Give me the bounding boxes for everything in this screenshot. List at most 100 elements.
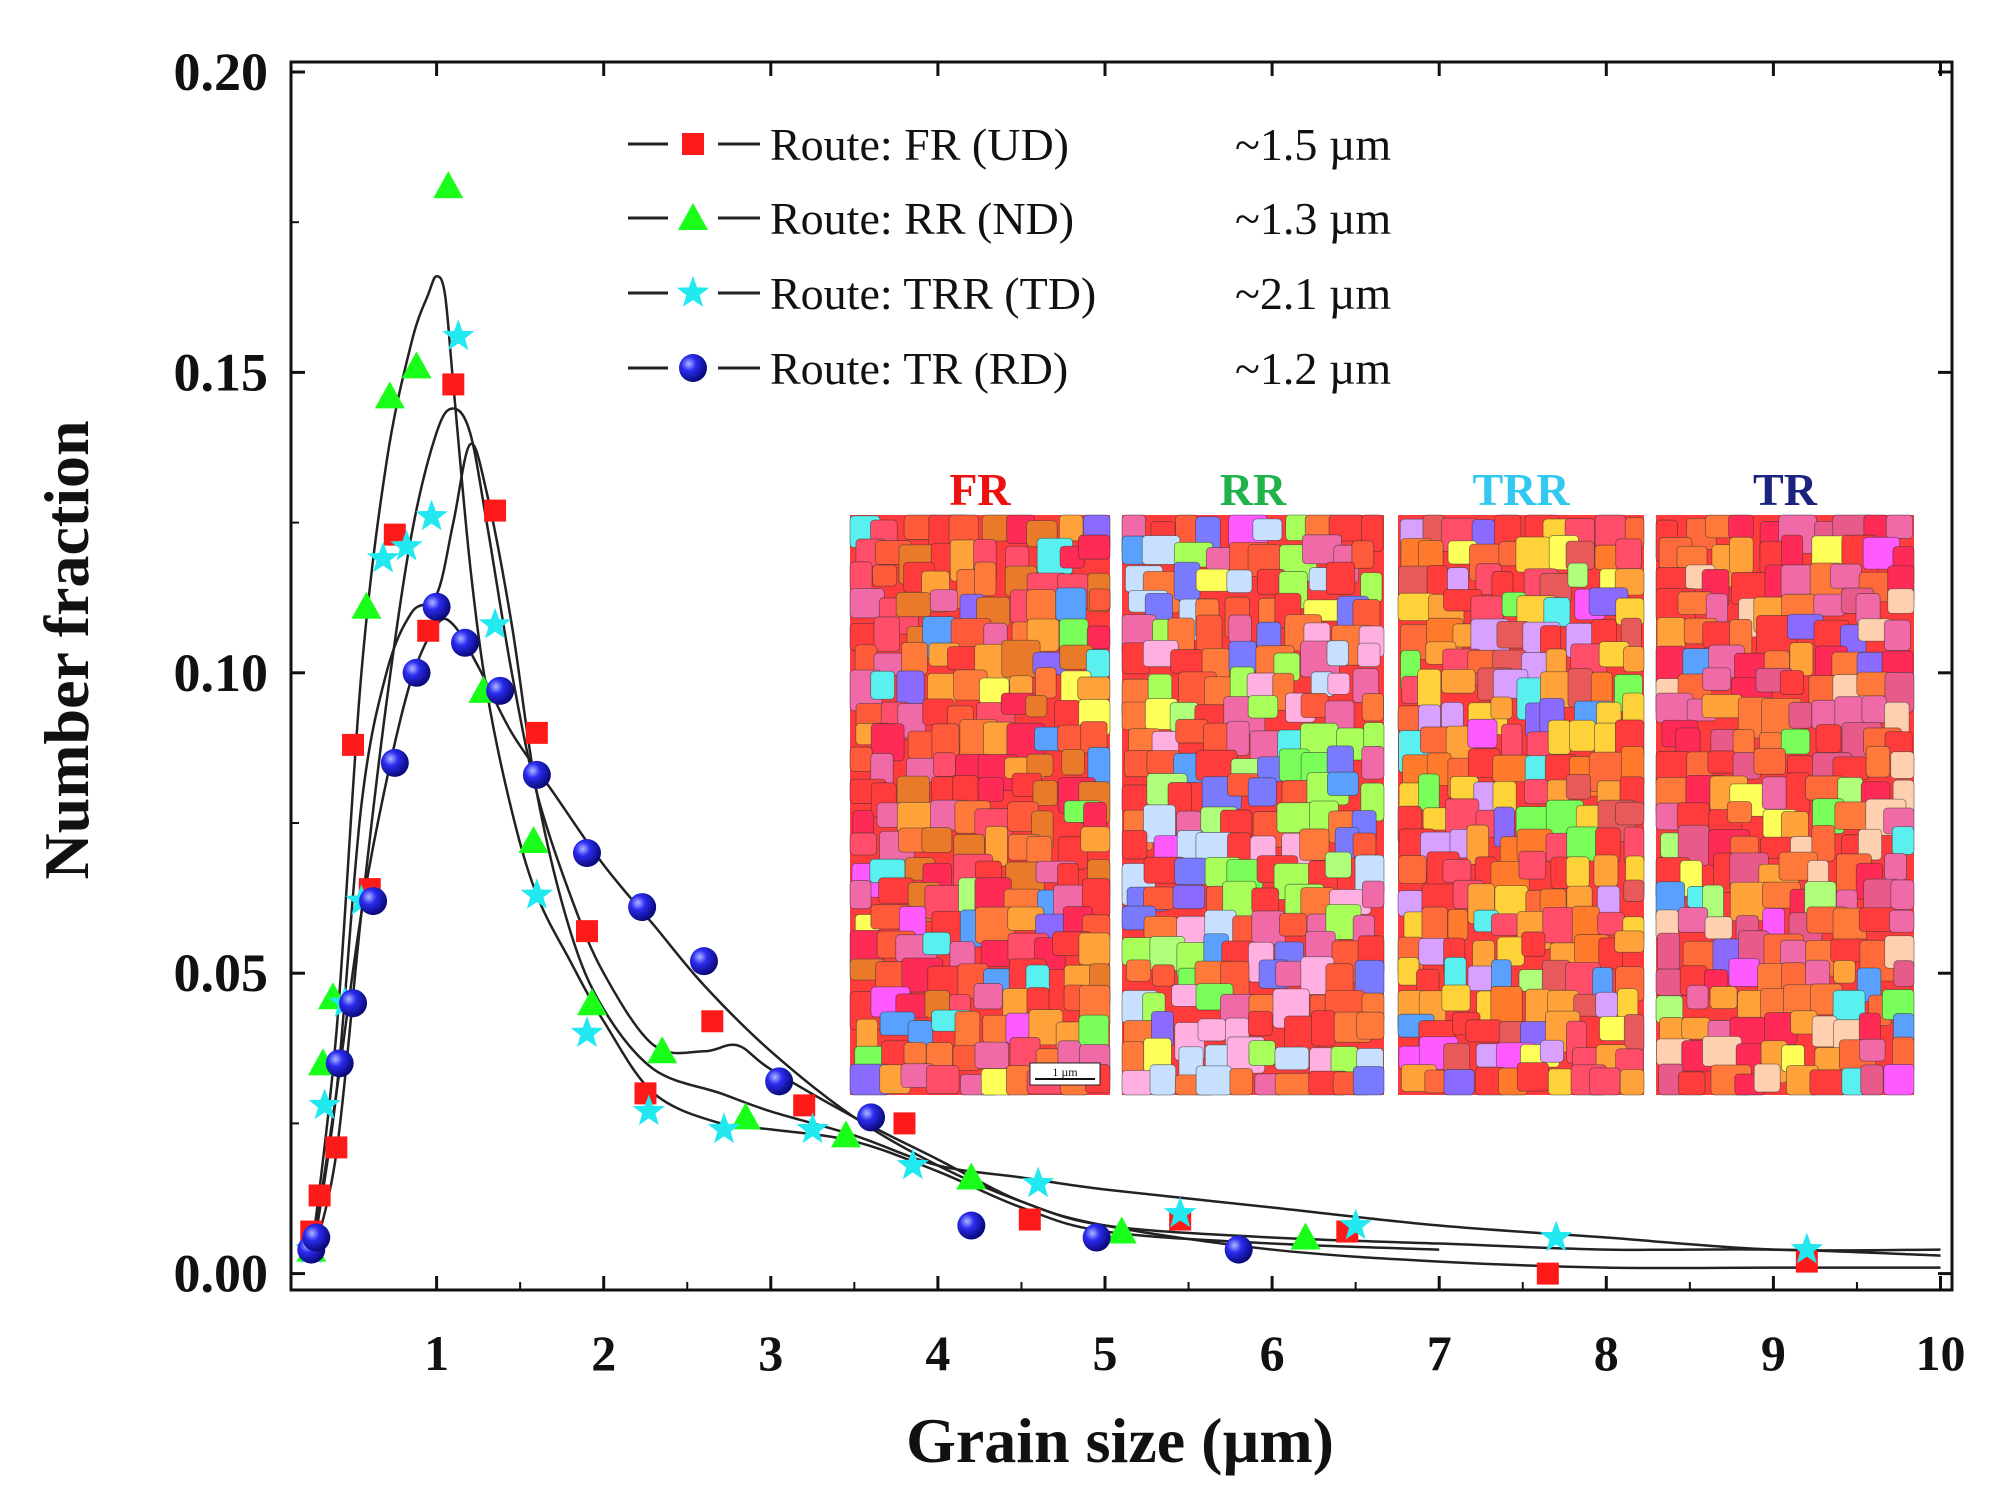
inset-grain — [907, 1020, 934, 1046]
inset-grain — [1226, 569, 1253, 594]
inset-grain — [1009, 1037, 1041, 1068]
data-point — [896, 1148, 930, 1180]
inset-grain — [873, 616, 900, 652]
inset-grain — [1566, 826, 1600, 862]
data-point — [1536, 1262, 1559, 1285]
inset-grain — [1623, 879, 1645, 902]
data-point — [342, 733, 365, 756]
data-point — [308, 1088, 341, 1120]
inset-grain — [1704, 916, 1733, 940]
inset-grain — [1565, 856, 1590, 888]
data-point — [572, 839, 601, 868]
data-point — [417, 619, 440, 642]
data-point — [689, 947, 718, 976]
data-point — [478, 607, 512, 639]
inset-grain — [1753, 747, 1786, 775]
inset-grain — [855, 1018, 879, 1051]
data-point — [730, 1102, 761, 1130]
x-tick-label: 4 — [925, 1325, 950, 1381]
inset-grain — [1779, 670, 1805, 695]
inset-grain — [1884, 853, 1907, 881]
inset-grain — [1614, 930, 1645, 953]
data-point — [325, 1136, 348, 1159]
inset-grain — [1615, 801, 1645, 826]
inset-label: TRR — [1472, 464, 1570, 515]
inset-grain — [1617, 988, 1639, 1019]
inset-grain — [1829, 563, 1862, 589]
inset-grain — [1490, 696, 1513, 720]
data-point — [351, 591, 382, 619]
inset-grain — [870, 670, 895, 700]
inset-grain — [1195, 1065, 1233, 1096]
inset-grain — [1702, 1035, 1742, 1067]
x-tick-label: 9 — [1761, 1325, 1786, 1381]
data-point — [442, 373, 465, 396]
data-point — [415, 499, 448, 531]
inset-grain — [1247, 777, 1277, 807]
legend-entry: Route: FR (UD) ~1.5 µm — [628, 119, 1391, 170]
inset-grain — [1518, 850, 1547, 880]
data-markers — [295, 171, 1823, 1285]
y-axis-title: Number fraction — [31, 420, 102, 879]
inset-grain — [1467, 718, 1498, 749]
legend-label: Route: TRR (TD) — [770, 268, 1096, 319]
y-tick-label: 0.05 — [174, 943, 269, 1003]
inset-grain — [1424, 1069, 1446, 1094]
legend-marker — [676, 276, 710, 307]
inset-grain — [1311, 1010, 1336, 1047]
inset-map-trr — [1397, 514, 1645, 1096]
inset-grain — [1361, 880, 1385, 909]
inset-grain — [1728, 958, 1760, 987]
inset-grain — [1418, 773, 1440, 811]
inset-grain — [1813, 593, 1845, 617]
inset-label: TR — [1753, 464, 1818, 515]
inset-grain — [1565, 774, 1591, 800]
data-point — [451, 628, 480, 657]
inset-grain — [1623, 1014, 1645, 1052]
inset-grain — [1491, 913, 1520, 936]
inset-grain — [1121, 830, 1148, 860]
inset-grain — [1516, 1062, 1549, 1092]
inset-grain — [1567, 562, 1589, 588]
inset-grain — [974, 561, 997, 597]
data-point — [575, 920, 598, 943]
inset-grain — [973, 983, 1003, 1010]
inset-grain — [1279, 912, 1308, 937]
inset-grain — [1890, 879, 1915, 910]
inset-grain — [1248, 1040, 1276, 1066]
inset-grain — [1833, 960, 1856, 984]
inset-grain — [1326, 640, 1349, 667]
inset-grain — [1417, 668, 1442, 709]
inset-grain — [1861, 695, 1887, 724]
data-point — [957, 1211, 986, 1240]
x-tick-label: 2 — [591, 1325, 616, 1381]
data-point — [520, 878, 554, 909]
data-point — [366, 541, 400, 573]
inset-grain — [974, 1041, 1010, 1069]
data-point — [647, 1036, 678, 1064]
inset-grain — [1542, 906, 1575, 944]
inset-grain — [929, 589, 959, 612]
legend-label: Route: TR (RD) — [770, 343, 1068, 394]
inset-grain — [1834, 801, 1870, 830]
inset-map-fr — [849, 514, 1111, 1096]
inset-grain — [1352, 599, 1381, 629]
legend-entry: Route: TR (RD) ~1.2 µm — [628, 343, 1391, 394]
inset-grain — [1326, 771, 1359, 796]
inset-grain — [1889, 909, 1915, 933]
legend: Route: FR (UD) ~1.5 µm Route: RR (ND) ~1.3 … — [628, 119, 1391, 394]
data-point — [383, 523, 406, 546]
inset-grain — [1274, 1046, 1310, 1071]
x-tick-label: 1 — [424, 1325, 449, 1381]
series-circle — [297, 592, 1253, 1264]
x-tick-label: 7 — [1427, 1325, 1452, 1381]
data-point — [433, 171, 464, 199]
inset-grain — [1441, 984, 1471, 1012]
data-point — [1164, 1196, 1197, 1228]
inset-grain — [1195, 568, 1231, 592]
inset-grain — [1397, 957, 1420, 986]
fit-curve-1 — [310, 407, 1941, 1270]
inset-grain — [1078, 932, 1111, 966]
y-tick-label: 0.00 — [174, 1244, 269, 1304]
inset-grain — [1121, 1040, 1145, 1075]
